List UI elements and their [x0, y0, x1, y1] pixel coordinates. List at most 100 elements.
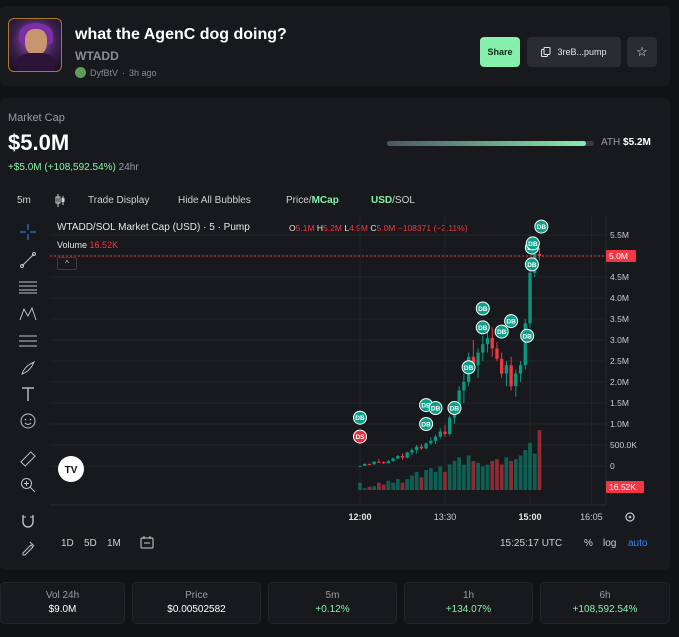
bubble-label: DB — [431, 406, 441, 413]
favorite-button[interactable]: ☆ — [627, 37, 657, 67]
candle-body — [476, 352, 480, 366]
mcap-option[interactable]: MCap — [311, 195, 339, 206]
horizontal-lines-icon[interactable] — [14, 276, 42, 298]
volume-label: Volume — [57, 240, 88, 250]
candle-body — [367, 463, 372, 465]
stat-value: +0.12% — [315, 604, 350, 615]
usd-sol-toggle[interactable]: USD/SOL — [371, 195, 415, 206]
trade-display-button[interactable]: Trade Display — [88, 195, 150, 206]
candle-body — [500, 358, 504, 374]
bubble-label: DB — [527, 262, 537, 269]
sell-bubble — [353, 429, 367, 444]
pattern-icon[interactable] — [14, 303, 42, 325]
price-chart[interactable]: DBDSDBDBDBDBDBDBDBDBDBDBDBDBDBDB5.5M5.0M… — [50, 215, 670, 535]
y-tick-label: 5.5M — [610, 230, 629, 240]
close-label: C — [370, 223, 377, 233]
token-header: what the AgenC dog doing? WTADD DyfBtV ·… — [0, 6, 670, 86]
text-tool-icon[interactable] — [14, 383, 42, 405]
volume-bar — [414, 471, 419, 490]
candle-body — [396, 455, 400, 459]
buy-bubble — [504, 314, 519, 329]
price-mcap-toggle[interactable]: Price/MCap — [286, 195, 339, 206]
volume-bar — [443, 471, 447, 490]
volume-bar — [490, 460, 495, 490]
candle-body — [415, 446, 419, 451]
market-panel: Market Cap $5.0M +$5.0M (+108,592.54%) 2… — [0, 98, 670, 570]
trend-line-icon[interactable] — [14, 249, 42, 271]
range-5d[interactable]: 5D — [84, 538, 97, 549]
chart-toolbar: 5m Trade Display Hide All Bubbles Price/… — [0, 192, 670, 212]
share-button[interactable]: Share — [480, 37, 520, 67]
buy-bubble — [475, 320, 490, 335]
date-range-icon[interactable] — [140, 536, 154, 552]
candle-type-icon[interactable] — [55, 194, 65, 210]
ruler-icon[interactable] — [14, 448, 42, 470]
open-label: O — [289, 223, 296, 233]
ath-label: ATH — [601, 137, 621, 148]
volume-bar — [499, 464, 504, 490]
lock-drawing-icon[interactable] — [14, 537, 42, 559]
zoom-icon[interactable] — [14, 474, 42, 496]
log-scale-toggle[interactable]: log — [603, 538, 617, 549]
ohlc-readout: O5.1M H5.2M L4.9M C5.0M −108371 (−2.11%) — [289, 223, 468, 233]
candle-body — [381, 462, 386, 464]
stat-5m: 5m +0.12% — [268, 582, 397, 624]
chart-bottom-bar: 1D 5D 1M 15:25:17 UTC % log auto — [0, 535, 670, 555]
buy-bubble — [524, 257, 539, 272]
y-tick-label: 1.5M — [610, 398, 629, 408]
hide-bubbles-button[interactable]: Hide All Bubbles — [178, 195, 251, 206]
candle-body — [523, 323, 527, 366]
y-tick-label: 3.0M — [610, 335, 629, 345]
volume-bar — [372, 486, 377, 490]
fib-icon[interactable] — [14, 330, 42, 352]
ath-progress-fill — [387, 141, 586, 146]
sol-option[interactable]: SOL — [394, 195, 415, 206]
volume-bar — [405, 479, 410, 490]
token-name: what the AgenC dog doing? — [75, 26, 287, 43]
range-1m[interactable]: 1M — [107, 538, 121, 549]
emoji-icon[interactable] — [14, 410, 42, 432]
brush-icon[interactable] — [14, 357, 42, 379]
buy-bubble — [353, 410, 367, 425]
buy-bubble — [428, 401, 443, 416]
x-tick-label: 16:05 — [580, 512, 603, 522]
utc-clock[interactable]: 15:25:17 UTC — [500, 538, 563, 549]
star-icon: ☆ — [636, 44, 648, 59]
volume-bar — [395, 479, 400, 490]
usd-option[interactable]: USD — [371, 195, 393, 206]
volume-bar — [358, 482, 362, 490]
y-tick-label: 1.0M — [610, 419, 629, 429]
volume-bar — [513, 459, 518, 490]
y-tick-label: 500.0K — [610, 440, 637, 450]
interval-selector[interactable]: 5m — [17, 195, 31, 206]
stat-label: 1h — [462, 590, 475, 601]
candle-body — [400, 455, 405, 458]
crosshair-icon[interactable] — [14, 221, 42, 243]
avatar-body — [17, 53, 55, 71]
last-price-label: 5.0M — [609, 251, 628, 261]
collapse-legend-button[interactable]: ^ — [57, 257, 77, 270]
low-label: L — [344, 223, 350, 233]
volume-bar — [480, 466, 485, 490]
copy-contract-button[interactable]: 3reB...pump — [527, 37, 621, 67]
token-avatar[interactable] — [8, 18, 62, 72]
auto-scale-toggle[interactable]: auto — [628, 538, 648, 549]
settings-gear-icon — [625, 512, 635, 522]
candle-body — [528, 272, 532, 324]
volume-bar — [532, 453, 537, 490]
y-tick-label: 4.5M — [610, 272, 629, 282]
chart-area: WTADD/SOL Market Cap (USD) · 5 · Pump O5… — [0, 215, 670, 570]
market-cap-value: $5.0M — [8, 130, 70, 155]
creator-name[interactable]: DyfBtV — [90, 67, 119, 78]
x-tick-label: 12:00 — [348, 512, 371, 522]
creator-avatar-icon[interactable] — [75, 67, 86, 78]
stat-value: $9.0M — [48, 604, 77, 615]
range-1d[interactable]: 1D — [61, 538, 74, 549]
percent-scale-toggle[interactable]: % — [584, 538, 593, 549]
magnet-icon[interactable] — [14, 510, 42, 532]
y-tick-label: 0 — [610, 461, 615, 471]
buy-bubble — [419, 417, 434, 431]
price-option[interactable]: Price — [286, 195, 309, 206]
market-cap-label: Market Cap — [8, 112, 65, 124]
